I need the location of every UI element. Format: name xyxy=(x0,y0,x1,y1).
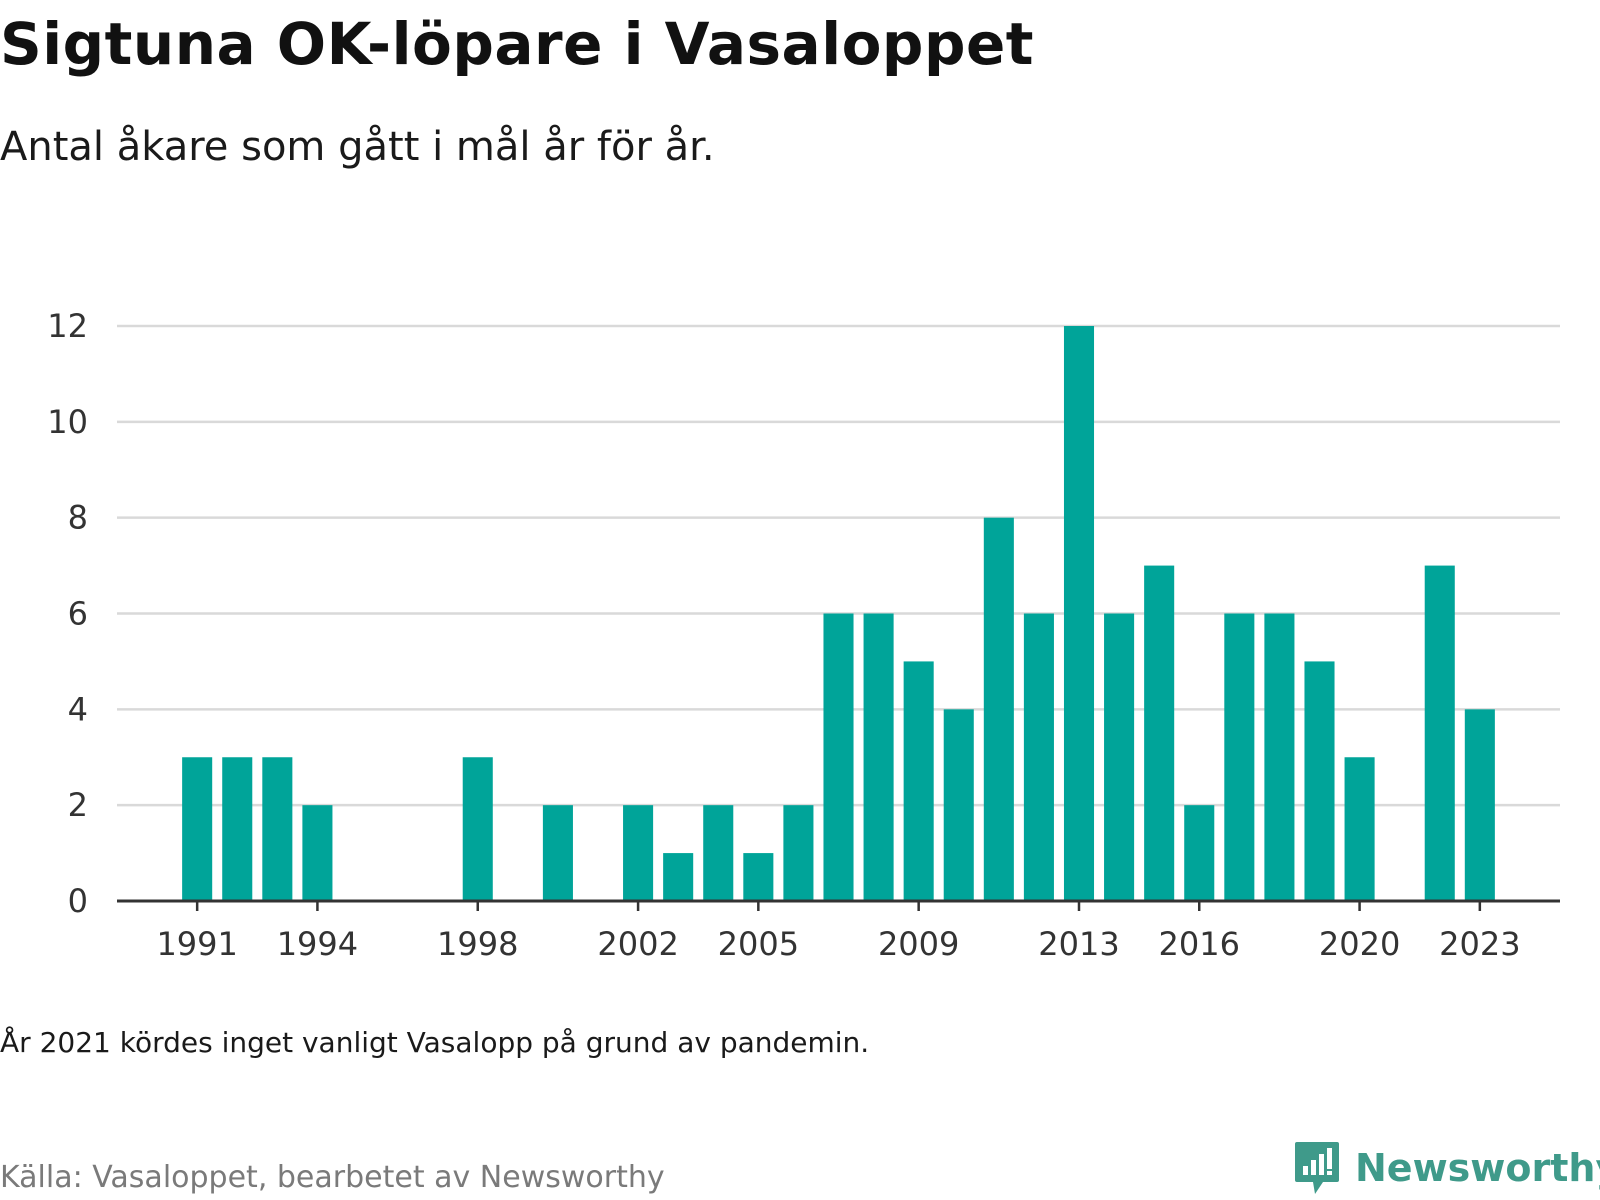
bar-chart-speech-bubble-icon xyxy=(1295,1142,1339,1194)
bar-2008 xyxy=(863,613,894,901)
x-axis xyxy=(117,899,1560,911)
bar-1994 xyxy=(302,805,333,901)
bar-2022 xyxy=(1424,565,1455,901)
bar-2018 xyxy=(1264,613,1295,901)
bar-1993 xyxy=(262,757,293,901)
bars xyxy=(182,326,1495,901)
y-tick-label: 8 xyxy=(68,499,88,537)
x-tick-label: 2016 xyxy=(1159,925,1240,963)
y-axis-labels: 0 2 4 6 8 10 12 xyxy=(47,307,88,920)
bar-2017 xyxy=(1224,613,1255,901)
y-tick-label: 6 xyxy=(68,595,88,633)
bar-2015 xyxy=(1144,565,1175,901)
y-tick-label: 0 xyxy=(68,882,88,920)
x-tick-label: 2005 xyxy=(718,925,799,963)
bar-2005 xyxy=(743,853,774,901)
x-tick-label: 1991 xyxy=(156,925,237,963)
bar-2007 xyxy=(823,613,854,901)
x-tick-label: 2002 xyxy=(597,925,678,963)
bar-2014 xyxy=(1104,613,1135,901)
bar-1998 xyxy=(462,757,493,901)
newsworthy-logo: Newsworthy xyxy=(1293,1140,1600,1196)
x-tick-label: 2009 xyxy=(878,925,959,963)
x-tick-label: 2013 xyxy=(1038,925,1119,963)
bar-2009 xyxy=(903,661,934,901)
y-tick-label: 10 xyxy=(47,403,88,441)
x-tick-label: 2023 xyxy=(1439,925,1520,963)
bar-1991 xyxy=(182,757,213,901)
bar-2013 xyxy=(1063,326,1095,901)
bar-2011 xyxy=(983,517,1014,901)
chart-title: Sigtuna OK-löpare i Vasaloppet xyxy=(0,10,1035,78)
bar-2012 xyxy=(1023,613,1054,901)
bar-2002 xyxy=(623,805,654,901)
x-tick-label: 2020 xyxy=(1319,925,1400,963)
x-tick-label: 1998 xyxy=(437,925,518,963)
bar-2020 xyxy=(1344,757,1375,901)
bar-2003 xyxy=(663,853,694,901)
y-tick-label: 4 xyxy=(68,690,88,728)
bar-2000 xyxy=(542,805,573,901)
bar-2010 xyxy=(943,709,974,901)
bar-2023 xyxy=(1464,709,1495,901)
bar-2006 xyxy=(783,805,814,901)
y-tick-label: 12 xyxy=(47,307,88,345)
bar-chart: 0 2 4 6 8 10 12 1991 1994 1998 2002 2005 2009 2013 20… xyxy=(47,307,1560,963)
y-tick-label: 2 xyxy=(68,786,88,824)
x-tick-label: 1994 xyxy=(277,925,358,963)
source-credit: Källa: Vasaloppet, bearbetet av Newswort… xyxy=(0,1160,665,1195)
x-axis-labels: 1991 1994 1998 2002 2005 2009 2013 2016 2020 2023 xyxy=(156,925,1520,963)
bar-2016 xyxy=(1184,805,1215,901)
bar-1992 xyxy=(222,757,253,901)
bar-2004 xyxy=(703,805,734,901)
logo-text: Newsworthy xyxy=(1355,1146,1600,1190)
bar-2019 xyxy=(1304,661,1335,901)
chart-subtitle: Antal åkare som gått i mål år för år. xyxy=(0,124,715,170)
footnote: År 2021 kördes inget vanligt Vasalopp på… xyxy=(0,1026,870,1059)
